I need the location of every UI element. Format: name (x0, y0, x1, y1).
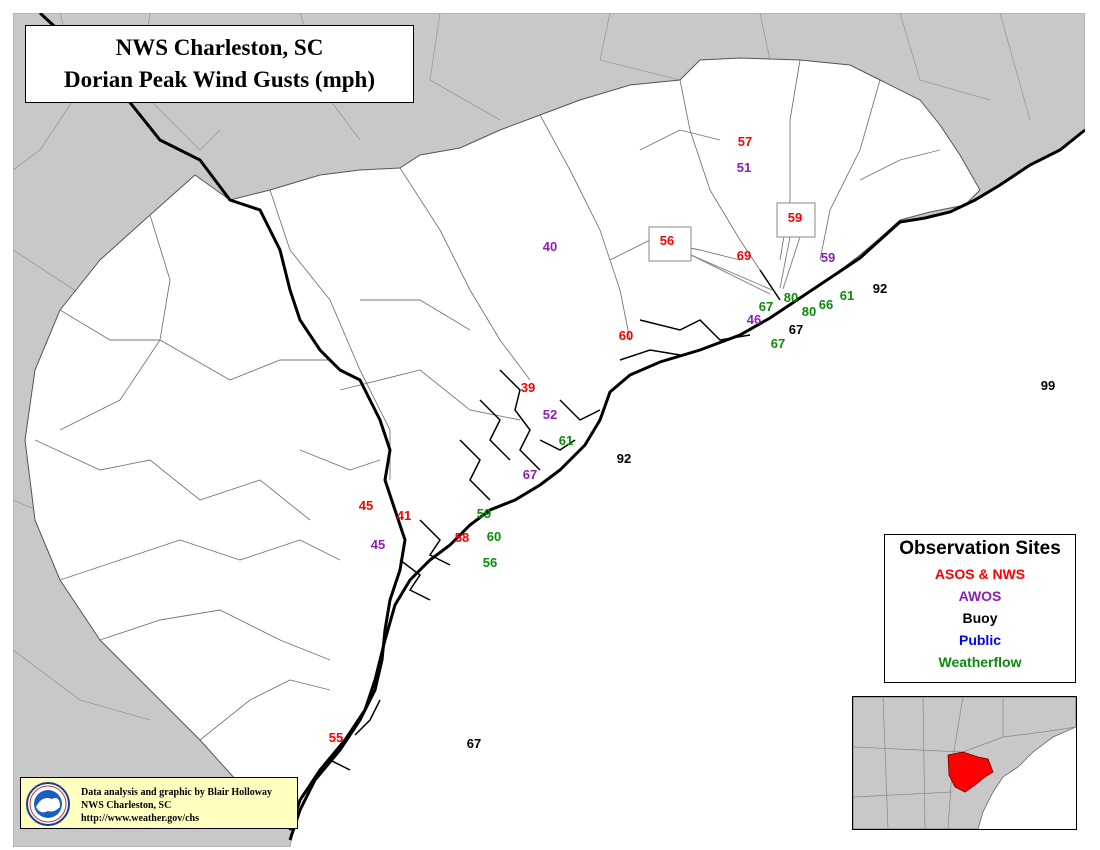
obs-label-awos: 51 (737, 160, 751, 175)
obs-label-awos: 45 (371, 537, 385, 552)
obs-label-awos: 52 (543, 407, 557, 422)
obs-label-weatherflow: 66 (819, 297, 833, 312)
obs-label-asos: 56 (660, 233, 674, 248)
obs-label-awos: 46 (747, 312, 761, 327)
obs-label-buoy: 99 (1041, 378, 1055, 393)
nws-logo-icon (26, 782, 70, 826)
legend-item-buoy: Buoy (962, 610, 998, 626)
obs-label-asos: 59 (788, 210, 802, 225)
inset-highlight-region (947, 751, 994, 793)
obs-label-weatherflow: 80 (784, 290, 798, 305)
obs-label-weatherflow: 56 (483, 555, 497, 570)
obs-label-weatherflow: 61 (840, 288, 854, 303)
obs-label-asos: 69 (737, 248, 751, 263)
obs-label-weatherflow: 59 (477, 506, 491, 521)
obs-label-awos: 40 (543, 239, 557, 254)
credit-text: Data analysis and graphic by Blair Hollo… (81, 786, 272, 825)
obs-label-asos: 45 (359, 498, 373, 513)
obs-label-weatherflow: 61 (559, 433, 573, 448)
obs-label-weatherflow: 80 (802, 304, 816, 319)
obs-label-asos: 41 (397, 508, 411, 523)
obs-label-buoy: 67 (789, 322, 803, 337)
obs-label-weatherflow: 60 (487, 529, 501, 544)
obs-label-weatherflow: 67 (771, 336, 785, 351)
obs-label-buoy: 67 (467, 736, 481, 751)
county-lines (34, 59, 941, 741)
coastal-inlets (329, 269, 781, 771)
obs-label-awos: 67 (523, 467, 537, 482)
state-boundary (38, 13, 407, 841)
credit-line-1: Data analysis and graphic by Blair Hollo… (81, 787, 272, 798)
title-box: NWS Charleston, SC Dorian Peak Wind Gust… (25, 25, 414, 103)
credit-line-2: NWS Charleston, SC (81, 800, 172, 811)
legend: Observation Sites ASOS & NWS AWOS Buoy P… (884, 534, 1076, 683)
obs-label-buoy: 92 (617, 451, 631, 466)
title-line-2: Dorian Peak Wind Gusts (mph) (64, 67, 375, 92)
obs-label-awos: 59 (821, 250, 835, 265)
legend-item-awos: AWOS (958, 588, 1002, 604)
legend-item-public: Public (958, 632, 1001, 648)
legend-item-asos: ASOS & NWS (934, 566, 1026, 582)
callout-boxes (648, 202, 816, 295)
credit-box: Data analysis and graphic by Blair Hollo… (20, 777, 298, 829)
legend-item-weatherflow: Weatherflow (938, 654, 1022, 670)
title-line-1: NWS Charleston, SC (115, 35, 324, 60)
obs-label-asos: 55 (329, 730, 343, 745)
coastline (288, 128, 1085, 831)
obs-label-asos: 39 (521, 380, 535, 395)
inset-locator-map (852, 696, 1077, 830)
inset-svg (852, 696, 1077, 830)
obs-label-buoy: 92 (873, 281, 887, 296)
obs-label-asos: 60 (619, 328, 633, 343)
legend-title: Observation Sites (899, 538, 1061, 559)
credit-line-3: http://www.weather.gov/chs (81, 813, 199, 824)
obs-label-asos: 58 (455, 530, 469, 545)
obs-label-weatherflow: 67 (759, 299, 773, 314)
obs-label-asos: 57 (738, 134, 752, 149)
